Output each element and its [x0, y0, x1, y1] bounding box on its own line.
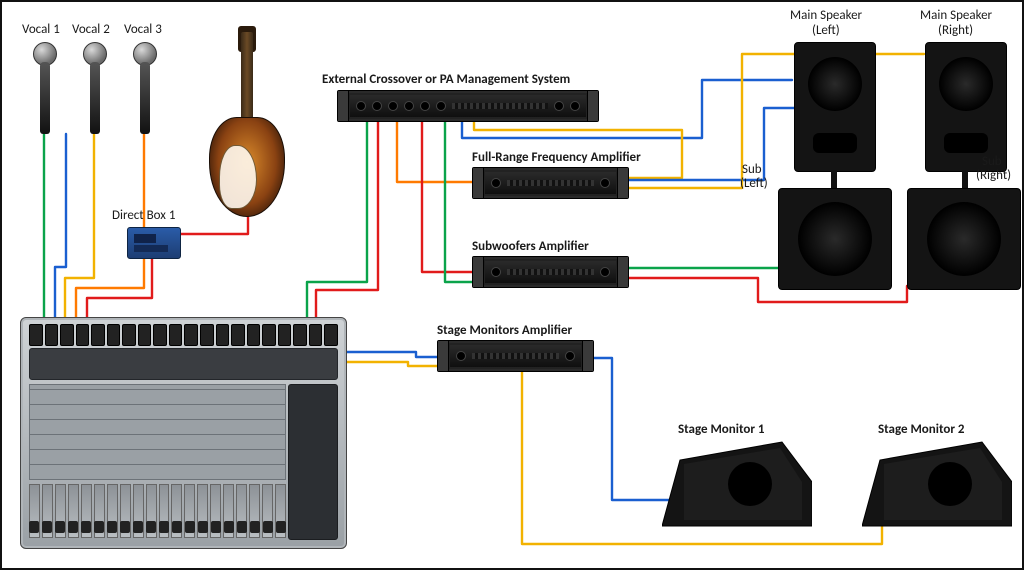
stage-monitor-1	[662, 440, 812, 530]
label-sub-right-2: (Right)	[976, 168, 1011, 183]
crossover-unit	[337, 90, 599, 122]
label-monitor-2: Stage Monitor 2	[878, 422, 965, 437]
label-vocal2: Vocal 2	[72, 22, 110, 37]
subwoofer-right	[907, 188, 1021, 290]
diagram-stage: Vocal 1 Vocal 2 Vocal 3 Direct Box 1 Ext…	[0, 0, 1024, 570]
label-main-right-1: Main Speaker	[920, 8, 992, 23]
direct-box	[127, 227, 181, 259]
amplifier-monitor	[437, 340, 594, 372]
label-sub-left-2: (Left)	[740, 176, 768, 191]
label-direct-box: Direct Box 1	[112, 208, 175, 223]
stage-monitor-2	[862, 440, 1012, 530]
microphone-2	[82, 42, 108, 134]
label-sub-left-1: Sub	[742, 162, 762, 177]
label-main-left-1: Main Speaker	[790, 8, 862, 23]
label-sub-right-1: Sub	[982, 154, 1002, 169]
label-vocal3: Vocal 3	[124, 22, 162, 37]
label-monitor-1: Stage Monitor 1	[678, 422, 765, 437]
mixing-console	[20, 317, 347, 549]
main-speaker-right	[925, 42, 1007, 172]
label-main-left-2: (Left)	[812, 23, 840, 38]
label-vocal1: Vocal 1	[22, 22, 60, 37]
microphone-1	[32, 42, 58, 134]
pole-right	[962, 170, 968, 188]
pole-left	[831, 170, 837, 188]
microphone-3	[132, 42, 158, 134]
label-amp-monitor: Stage Monitors Amplifier	[437, 323, 572, 338]
label-main-right-2: (Right)	[938, 23, 973, 38]
main-speaker-left	[794, 42, 876, 172]
label-amp-fullrange: Full-Range Frequency Amplifier	[472, 150, 641, 165]
label-amp-sub: Subwoofers Amplifier	[472, 239, 589, 254]
amplifier-subwoofer	[472, 256, 629, 288]
amplifier-fullrange	[472, 167, 629, 199]
subwoofer-left	[778, 188, 892, 290]
label-crossover: External Crossover or PA Management Syst…	[322, 72, 570, 87]
electric-guitar	[207, 32, 287, 217]
